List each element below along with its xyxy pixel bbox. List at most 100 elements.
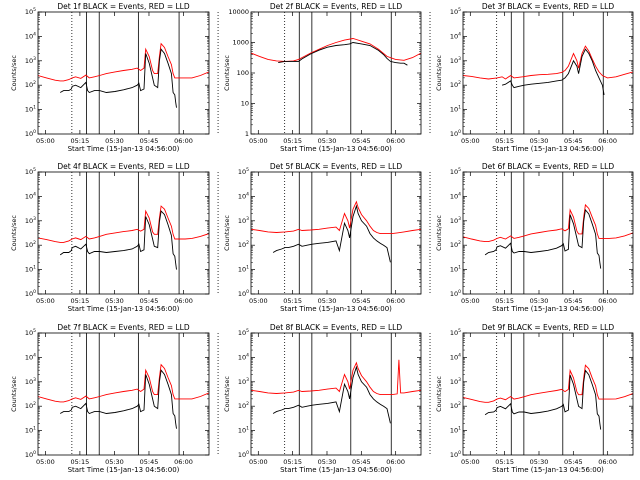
plot-frame xyxy=(37,171,210,295)
y-tick-exponent: 3 xyxy=(458,377,461,383)
y-tick-exponent: 4 xyxy=(246,191,249,197)
plot-frame xyxy=(37,332,210,456)
y-tick-label: 1000 xyxy=(232,39,249,47)
y-axis-label: Counts/sec xyxy=(223,376,231,412)
x-tick-label: 05:45 xyxy=(564,297,583,305)
y-tick-label: 102 xyxy=(25,80,36,89)
series-line-events xyxy=(278,42,408,66)
x-tick-label: 06:00 xyxy=(598,458,617,466)
series-line-events xyxy=(484,208,602,269)
x-tick-label: 05:15 xyxy=(495,137,514,145)
y-tick-label: 104 xyxy=(25,31,36,40)
x-tick-label: 05:15 xyxy=(495,297,514,305)
y-tick-exponent: 3 xyxy=(458,216,461,222)
y-tick-label: 101 xyxy=(25,105,36,114)
chart-title: Det 6f BLACK = Events, RED = LLD xyxy=(482,162,615,171)
x-axis-label: Start Time (15-Jan-13 04:56:00) xyxy=(68,145,180,153)
y-tick-label: 100 xyxy=(237,69,249,77)
plot-frame xyxy=(250,171,422,295)
y-tick-exponent: 0 xyxy=(458,450,461,456)
x-tick-label: 05:45 xyxy=(564,458,583,466)
y-tick-exponent: 5 xyxy=(246,328,249,334)
plot-frame xyxy=(462,11,634,135)
x-tick-label: 05:00 xyxy=(249,458,268,466)
x-tick-label: 05:15 xyxy=(495,458,514,466)
series-line-events xyxy=(59,369,177,429)
x-tick-label: 05:00 xyxy=(461,297,480,305)
y-tick-exponent: 5 xyxy=(246,167,249,173)
y-axis-label: Counts/sec xyxy=(435,376,443,412)
y-tick-label: 103 xyxy=(25,216,36,225)
y-tick-label: 104 xyxy=(450,31,461,40)
y-tick-label: 100 xyxy=(25,289,36,298)
y-tick-exponent: 0 xyxy=(246,450,249,456)
x-tick-label: 05:30 xyxy=(530,137,549,145)
series-group xyxy=(38,42,209,108)
y-axis-label: Counts/sec xyxy=(223,55,231,91)
series-line-events xyxy=(59,48,177,108)
x-axis-label: Start Time (15-Jan-13 04:56:00) xyxy=(280,145,392,153)
y-tick-label: 101 xyxy=(25,426,36,435)
series-line-lld xyxy=(38,363,209,403)
x-tick-label: 06:00 xyxy=(598,297,617,305)
x-tick-label: 05:45 xyxy=(564,137,583,145)
y-tick-label: 105 xyxy=(450,7,461,16)
y-tick-label: 100 xyxy=(450,450,461,459)
x-tick-label: 06:00 xyxy=(386,297,405,305)
y-tick-label: 105 xyxy=(238,167,249,176)
y-tick-exponent: 3 xyxy=(33,216,36,222)
y-tick-exponent: 2 xyxy=(246,240,249,246)
plot-frame xyxy=(462,171,634,295)
y-tick-exponent: 1 xyxy=(246,265,249,271)
chart-panel: Det 7f BLACK = Events, RED = LLD 05:00 05:… xyxy=(10,323,219,474)
y-tick-exponent: 4 xyxy=(33,352,36,358)
chart-panel: Det 6f BLACK = Events, RED = LLD 05:00 05:… xyxy=(435,162,634,313)
series-group xyxy=(463,203,633,269)
y-tick-label: 103 xyxy=(450,56,461,65)
y-tick-label: 102 xyxy=(450,80,461,89)
x-tick-label: 06:00 xyxy=(598,137,617,145)
y-tick-label: 102 xyxy=(238,240,249,249)
y-tick-label: 100 xyxy=(238,289,249,298)
y-tick-label: 101 xyxy=(450,105,461,114)
x-tick-label: 05:30 xyxy=(105,137,124,145)
x-axis-label: Start Time (15-Jan-13 04:56:00) xyxy=(68,466,180,474)
series-line-lld xyxy=(463,203,633,243)
x-tick-label: 06:00 xyxy=(386,137,405,145)
y-tick-label: 104 xyxy=(25,191,36,200)
x-tick-label: 05:30 xyxy=(318,297,337,305)
x-tick-label: 06:00 xyxy=(386,458,405,466)
y-tick-exponent: 0 xyxy=(458,129,461,135)
x-tick-label: 06:00 xyxy=(174,297,193,305)
x-tick-label: 06:00 xyxy=(174,458,193,466)
chart-title: Det 9f BLACK = Events, RED = LLD xyxy=(482,323,615,332)
y-tick-exponent: 2 xyxy=(33,401,36,407)
x-tick-label: 05:30 xyxy=(318,458,337,466)
series-group xyxy=(38,363,209,429)
y-axis-label: Counts/sec xyxy=(435,215,443,251)
y-tick-label: 102 xyxy=(238,401,249,410)
y-tick-label: 103 xyxy=(238,377,249,386)
y-tick-exponent: 0 xyxy=(33,129,36,135)
y-tick-label: 105 xyxy=(25,167,36,176)
series-group xyxy=(38,205,209,270)
y-tick-label: 102 xyxy=(450,240,461,249)
y-tick-label: 104 xyxy=(450,352,461,361)
y-tick-exponent: 2 xyxy=(458,401,461,407)
chart-title: Det 4f BLACK = Events, RED = LLD xyxy=(57,162,190,171)
series-line-events xyxy=(501,48,605,95)
plot-frame xyxy=(462,332,634,456)
y-tick-exponent: 4 xyxy=(33,31,36,37)
series-line-lld xyxy=(38,205,209,243)
chart-panel: Det 1f BLACK = Events, RED = LLD 05:00 05:… xyxy=(10,2,219,153)
y-tick-exponent: 5 xyxy=(458,328,461,334)
y-tick-label: 105 xyxy=(450,167,461,176)
y-tick-label: 102 xyxy=(25,401,36,410)
series-group xyxy=(251,38,421,66)
x-tick-label: 06:00 xyxy=(174,137,193,145)
x-axis-label: Start Time (15-Jan-13 04:56:00) xyxy=(280,305,392,313)
y-tick-exponent: 2 xyxy=(458,80,461,86)
y-tick-exponent: 4 xyxy=(458,352,461,358)
y-tick-exponent: 3 xyxy=(33,56,36,62)
y-tick-label: 103 xyxy=(25,377,36,386)
